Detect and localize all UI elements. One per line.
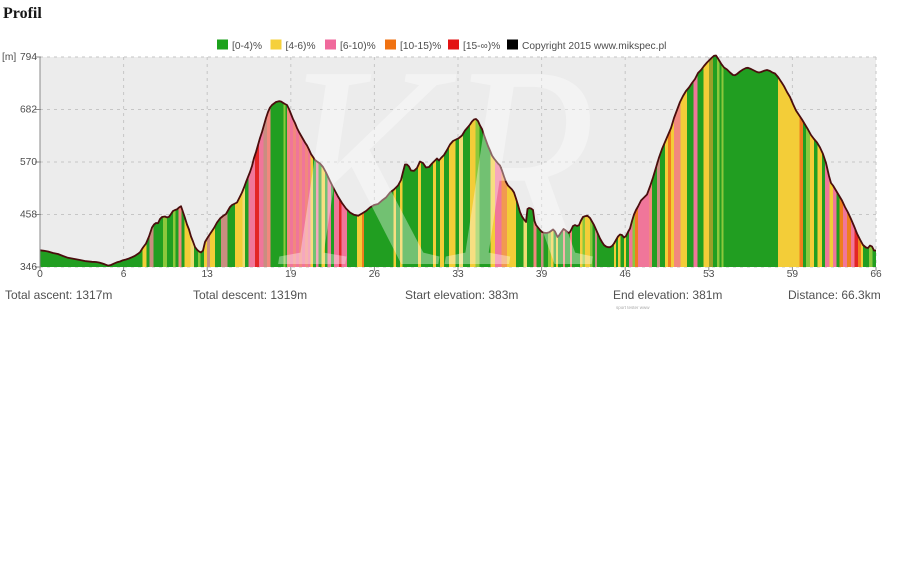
svg-text:Distance: 66.3km: Distance: 66.3km: [788, 288, 881, 302]
svg-text:46: 46: [620, 269, 632, 280]
svg-text:End elevation: 381m: End elevation: 381m: [613, 288, 722, 302]
svg-text:59: 59: [787, 269, 799, 280]
svg-text:458: 458: [20, 209, 37, 220]
svg-text:794: 794: [20, 52, 37, 63]
svg-text:53: 53: [703, 269, 715, 280]
svg-text:[15-∞)%: [15-∞)%: [463, 41, 500, 52]
svg-text:19: 19: [285, 269, 297, 280]
svg-text:[0-4)%: [0-4)%: [232, 41, 262, 52]
svg-text:sport tester www: sport tester www: [616, 305, 650, 310]
svg-text:[m]: [m]: [2, 52, 16, 63]
svg-text:33: 33: [452, 269, 464, 280]
svg-text:570: 570: [20, 157, 37, 168]
svg-text:Start elevation: 383m: Start elevation: 383m: [405, 288, 518, 302]
svg-text:Total ascent: 1317m: Total ascent: 1317m: [5, 288, 112, 302]
svg-text:346: 346: [20, 262, 37, 273]
svg-text:26: 26: [369, 269, 381, 280]
svg-text:682: 682: [20, 104, 37, 115]
svg-text:39: 39: [536, 269, 548, 280]
svg-text:Copyright 2015 www.mikspec.pl: Copyright 2015 www.mikspec.pl: [522, 41, 666, 52]
svg-text:[10-15)%: [10-15)%: [400, 41, 441, 52]
svg-text:0: 0: [37, 269, 43, 280]
svg-text:[4-6)%: [4-6)%: [286, 41, 316, 52]
svg-text:Total descent: 1319m: Total descent: 1319m: [193, 288, 307, 302]
svg-text:66: 66: [870, 269, 882, 280]
svg-text:13: 13: [202, 269, 214, 280]
svg-text:KR: KR: [277, 6, 597, 327]
svg-text:6: 6: [121, 269, 127, 280]
svg-text:[6-10)%: [6-10)%: [340, 41, 376, 52]
svg-text:Profil: Profil: [3, 5, 42, 22]
